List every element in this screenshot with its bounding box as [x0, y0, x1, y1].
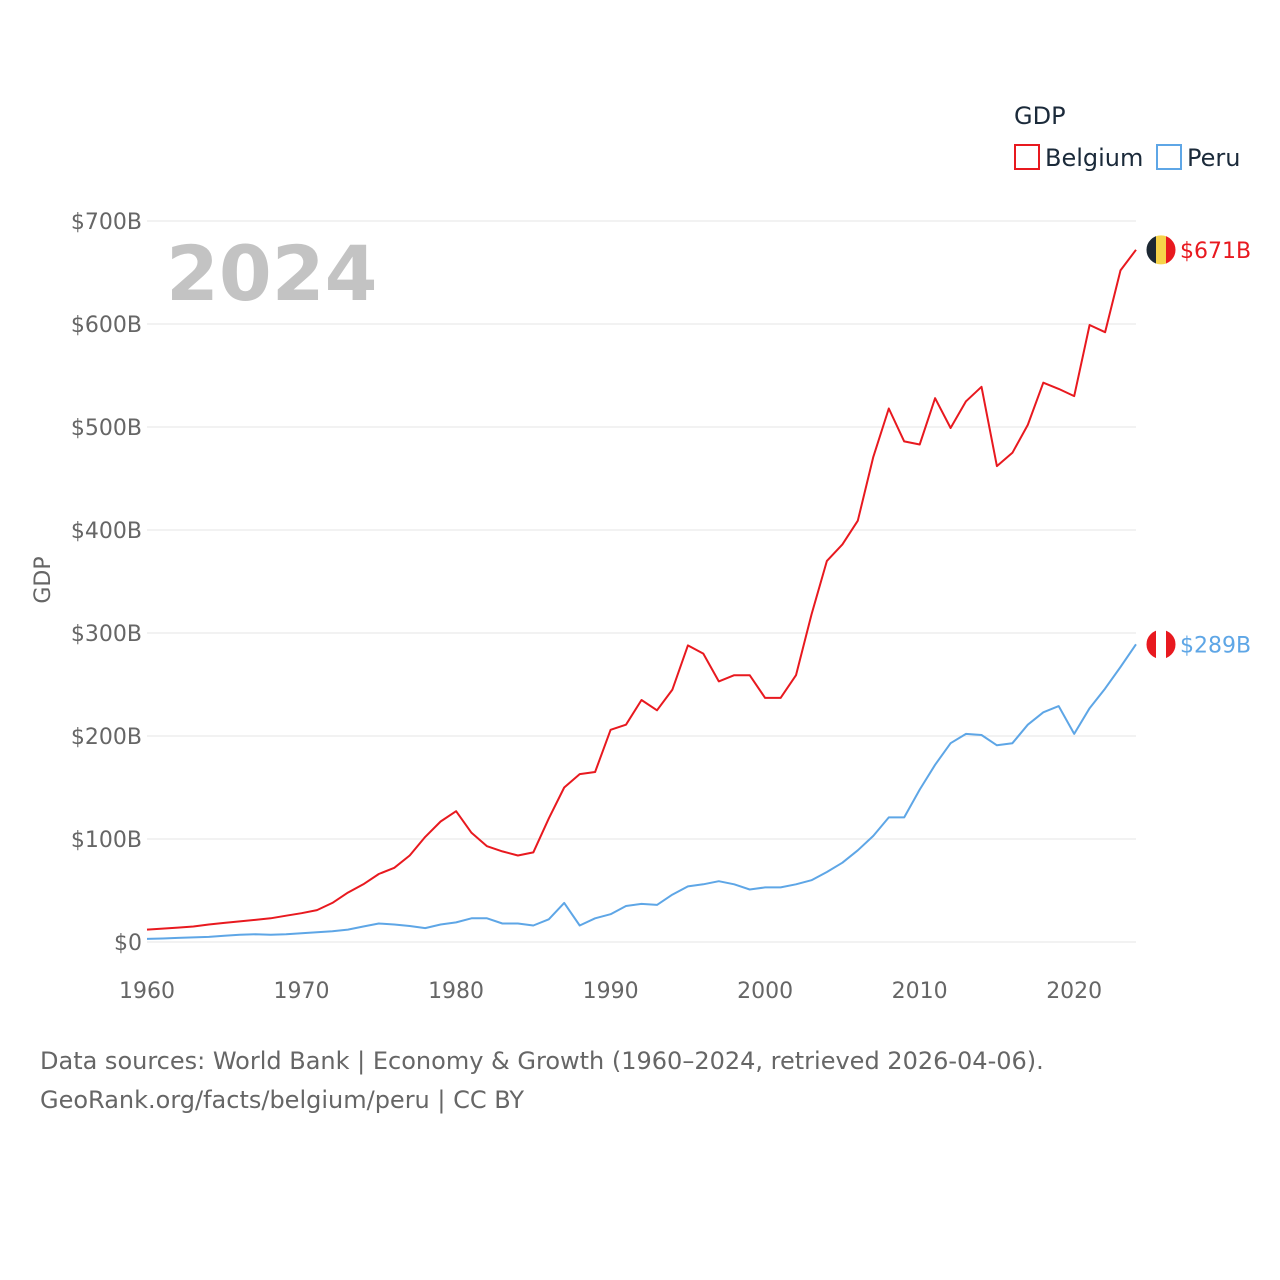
legend-swatch-belgium	[1014, 144, 1040, 170]
flag-stripe	[1156, 234, 1167, 265]
legend-label-belgium: Belgium	[1045, 144, 1143, 172]
x-tick-label: 1960	[119, 979, 175, 1004]
y-tick-label: $300B	[71, 622, 142, 647]
peru-flag-icon	[1146, 629, 1176, 660]
y-axis-ticks: $0 $100B $200B $300B $400B $500B $600B $700B	[71, 210, 142, 956]
legend-title: GDP	[1014, 102, 1066, 130]
legend-item-peru[interactable]: Peru	[1156, 144, 1240, 172]
footer-attribution: GeoRank.org/facts/belgium/peru | CC BY	[40, 1086, 525, 1114]
y-tick-label: $200B	[71, 725, 142, 750]
y-tick-label: $700B	[71, 210, 142, 235]
peru-end-value-label: $289B	[1180, 633, 1251, 658]
belgium-flag-icon	[1146, 234, 1176, 265]
x-tick-label: 2000	[737, 979, 793, 1004]
belgium-end-value-label: $671B	[1180, 239, 1251, 264]
y-tick-label: $400B	[71, 519, 142, 544]
footer: Data sources: World Bank | Economy & Gro…	[40, 1042, 1044, 1120]
flag-ring	[1145, 234, 1177, 266]
y-tick-label: $0	[114, 931, 142, 956]
flag-stripe	[1146, 234, 1157, 265]
y-tick-label: $500B	[71, 416, 142, 441]
x-tick-label: 1990	[583, 979, 639, 1004]
x-tick-label: 1980	[428, 979, 484, 1004]
footer-sources: Data sources: World Bank | Economy & Gro…	[40, 1047, 1044, 1075]
year-label: 2024	[166, 229, 378, 318]
x-tick-label: 1970	[274, 979, 330, 1004]
flag-stripe	[1166, 629, 1176, 660]
grid-lines	[147, 220, 1136, 943]
series-line-belgium	[146, 249, 1137, 931]
series-layer	[146, 249, 1137, 940]
x-axis-ticks: 1960 1970 1980 1990 2000 2010 2020	[119, 979, 1102, 1004]
legend: GDP Belgium Peru	[1014, 102, 1240, 172]
flag-stripe	[1166, 234, 1176, 265]
y-tick-label: $600B	[71, 313, 142, 338]
y-axis-label: GDP	[31, 556, 56, 603]
flag-stripe	[1156, 629, 1167, 660]
legend-item-belgium[interactable]: Belgium	[1014, 144, 1143, 172]
y-tick-label: $100B	[71, 828, 142, 853]
x-tick-label: 2010	[892, 979, 948, 1004]
flag-ring	[1145, 628, 1177, 660]
legend-swatch-peru	[1156, 144, 1182, 170]
flag-stripe	[1146, 629, 1157, 660]
end-markers: $671B $289B	[1145, 234, 1251, 660]
x-tick-label: 2020	[1046, 979, 1102, 1004]
legend-label-peru: Peru	[1187, 144, 1240, 172]
series-line-peru	[146, 643, 1137, 940]
